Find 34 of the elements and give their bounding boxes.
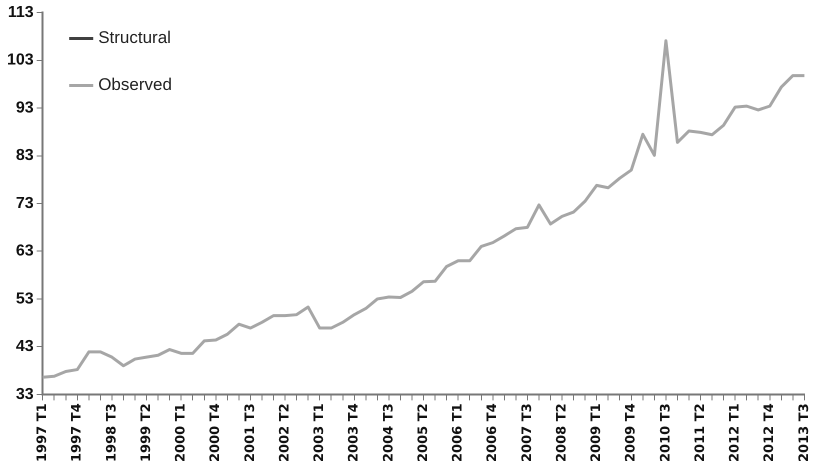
- x-tick-label: 1999 T2: [138, 403, 154, 462]
- x-tick-label: 1997 T1: [35, 403, 50, 462]
- y-tick-label: 43: [16, 338, 34, 356]
- legend-label: Structural: [98, 28, 171, 48]
- y-tick-label: 103: [6, 52, 34, 69]
- x-tick-label: 1997 T4: [70, 403, 85, 462]
- x-tick-label: 2010 T3: [658, 403, 674, 462]
- legend-label: Observed: [98, 75, 172, 94]
- x-tick-label: 2006 T1: [450, 403, 466, 462]
- y-tick-label: 53: [16, 290, 34, 308]
- x-tick-label: 2011 T2: [692, 403, 708, 462]
- x-tick-label: 2003 T1: [312, 403, 328, 462]
- x-tick-label: 2002 T2: [277, 403, 292, 462]
- x-tick-label: 2001 T3: [242, 403, 258, 462]
- x-tick-label: 2003 T4: [346, 403, 362, 462]
- x-tick-label: 2009 T1: [589, 403, 604, 462]
- x-tick-label: 2007 T3: [520, 403, 535, 462]
- x-tick-label: 2009 T4: [624, 403, 639, 462]
- x-tick-label: 2004 T3: [381, 403, 396, 462]
- y-tick-label: 93: [16, 99, 34, 116]
- x-tick-label: 2013 T3: [796, 403, 812, 462]
- x-tick-label: 2005 T2: [416, 403, 431, 462]
- y-tick-label: 63: [16, 242, 34, 260]
- x-tick-label: 2012 T1: [728, 403, 743, 462]
- x-tick-label: 2000 T4: [208, 403, 224, 462]
- y-tick-label: 83: [16, 147, 34, 164]
- x-tick-label: 2000 T1: [174, 403, 189, 462]
- y-tick-label: 33: [16, 386, 34, 403]
- x-tick-label: 2008 T2: [554, 403, 570, 462]
- x-tick-label: 2012 T4: [762, 403, 778, 462]
- y-tick-label: 73: [16, 194, 34, 212]
- x-tick-label: 2006 T4: [485, 403, 500, 462]
- x-tick-label: 1998 T3: [104, 403, 120, 462]
- y-tick-label: 113: [8, 4, 34, 22]
